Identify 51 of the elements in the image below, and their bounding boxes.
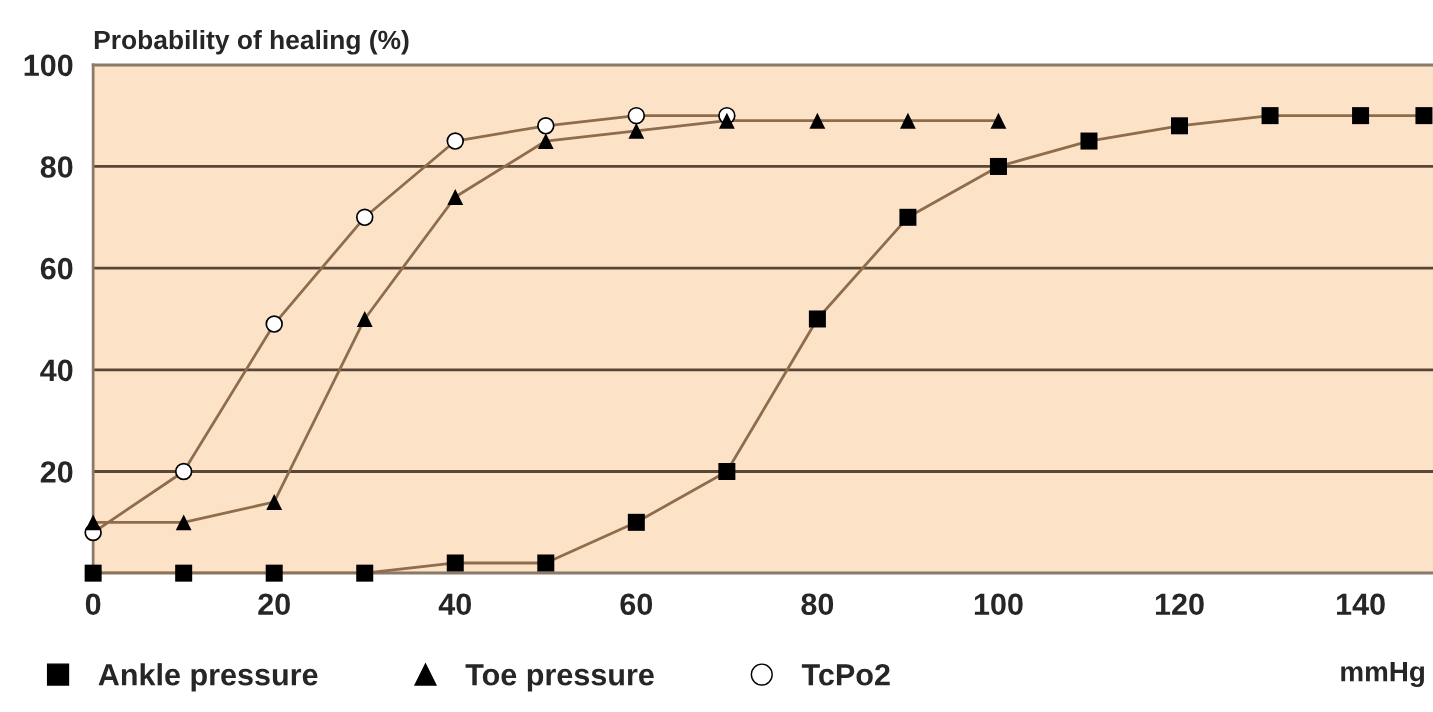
point <box>718 462 736 480</box>
point <box>265 315 283 333</box>
legend-label: Ankle pressure <box>98 663 318 692</box>
point <box>537 117 555 135</box>
point <box>1171 117 1189 135</box>
point <box>1415 107 1433 125</box>
point <box>989 157 1007 175</box>
point <box>808 310 826 328</box>
point <box>175 514 192 531</box>
point <box>174 462 193 481</box>
point <box>447 189 464 205</box>
point <box>446 554 464 572</box>
x-tick-label: 40 <box>438 593 472 616</box>
point <box>265 564 283 582</box>
point <box>356 564 374 582</box>
point <box>627 106 646 125</box>
y-tick-label: 40 <box>40 359 73 382</box>
point <box>809 112 826 129</box>
point <box>355 208 374 227</box>
y-tick-label: 100 <box>24 54 73 77</box>
point <box>1352 107 1370 125</box>
y-axis-title: Probability of healing (%) <box>94 29 409 55</box>
y-tick-label: 60 <box>40 257 73 280</box>
point <box>537 133 554 149</box>
point <box>627 513 645 531</box>
point <box>266 494 283 510</box>
point <box>446 132 465 150</box>
point <box>990 112 1007 129</box>
x-tick-label: 20 <box>258 593 290 616</box>
point <box>85 514 102 531</box>
x-tick-label: 80 <box>801 593 834 616</box>
point <box>900 112 916 129</box>
y-tick-label: 20 <box>40 461 73 483</box>
point <box>356 311 373 327</box>
point <box>718 112 735 129</box>
x-tick-label: 140 <box>1337 593 1385 616</box>
x-tick-label: 100 <box>974 593 1023 616</box>
point <box>84 564 102 582</box>
point <box>175 564 193 582</box>
point <box>899 208 917 226</box>
point <box>1080 132 1098 150</box>
point <box>537 554 555 572</box>
x-tick-label: 120 <box>1155 593 1204 616</box>
point <box>1261 107 1279 125</box>
x-axis-title: mmHg <box>1341 662 1424 688</box>
legend-label: Toe pressure <box>465 664 654 692</box>
y-tick-label: 80 <box>40 156 73 178</box>
x-tick-label: 0 <box>85 593 101 616</box>
legend-label: TcPo2 <box>801 663 890 686</box>
x-tick-label: 60 <box>620 593 653 616</box>
point <box>628 122 645 139</box>
